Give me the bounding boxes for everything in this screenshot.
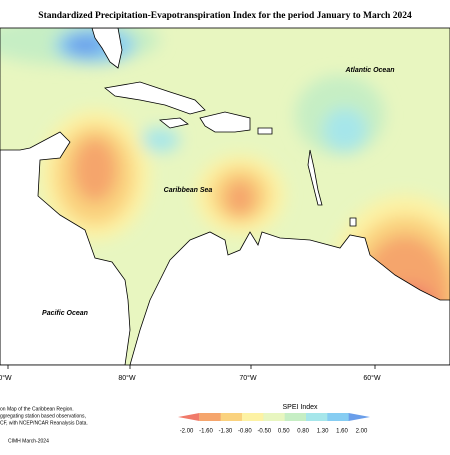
legend-tick-label: 0.80 — [297, 429, 309, 435]
credit: CIMH March-2024 — [8, 438, 49, 444]
ocean-label: Atlantic Ocean — [344, 67, 394, 74]
legend-swatch — [220, 413, 243, 421]
longitude-label: 80°W — [118, 374, 136, 382]
legend-swatch — [327, 413, 349, 421]
legend-swatch — [178, 413, 200, 421]
legend-tick-label: -2.00 — [180, 429, 194, 435]
longitude-label: 60°W — [363, 374, 381, 382]
legend-tick-label: 0.50 — [278, 429, 290, 435]
longitude-label: 70°W — [239, 374, 257, 382]
legend-tick-label: -1.60 — [199, 429, 213, 435]
ocean-label: Pacific Ocean — [42, 310, 88, 317]
coastlines — [0, 28, 450, 365]
legend-title: SPEI Index — [282, 404, 318, 411]
longitude-label: 0°W — [0, 374, 12, 382]
sea-label: Caribbean Sea — [164, 187, 213, 194]
footnote-line: ggregating station based observations, — [0, 413, 86, 419]
legend: -2.00 -1.60 -1.30 -0.80 -0.50 0.50 0.80 1.30 1.6… — [178, 413, 370, 435]
legend-tick-label: -1.30 — [219, 429, 233, 435]
map: Atlantic Ocean Caribbean Sea Pacific Oce… — [0, 28, 450, 365]
legend-swatch — [348, 413, 370, 421]
legend-swatch — [242, 413, 264, 421]
legend-swatch — [263, 413, 285, 421]
legend-tick-label: -0.50 — [257, 429, 271, 435]
legend-tick-label: 1.30 — [317, 429, 329, 435]
footnote-line: CF, with NCEP/NCAR Reanalysis Data. — [0, 420, 88, 426]
legend-swatch — [284, 413, 307, 421]
footnote: on Map of the Caribbean Region.ggregatin… — [0, 406, 88, 426]
legend-swatch — [306, 413, 328, 421]
legend-tick-label: -0.80 — [238, 429, 252, 435]
title: Standardized Precipitation-Evapotranspir… — [38, 11, 412, 21]
longitude-labels: 0°W 80°W 70°W 60°W — [0, 365, 381, 382]
legend-tick-label: 2.00 — [356, 429, 368, 435]
footnote-line: on Map of the Caribbean Region. — [0, 406, 74, 412]
map-frame — [0, 27, 450, 366]
legend-tick-label: 1.60 — [336, 429, 348, 435]
legend-swatch — [199, 413, 221, 421]
